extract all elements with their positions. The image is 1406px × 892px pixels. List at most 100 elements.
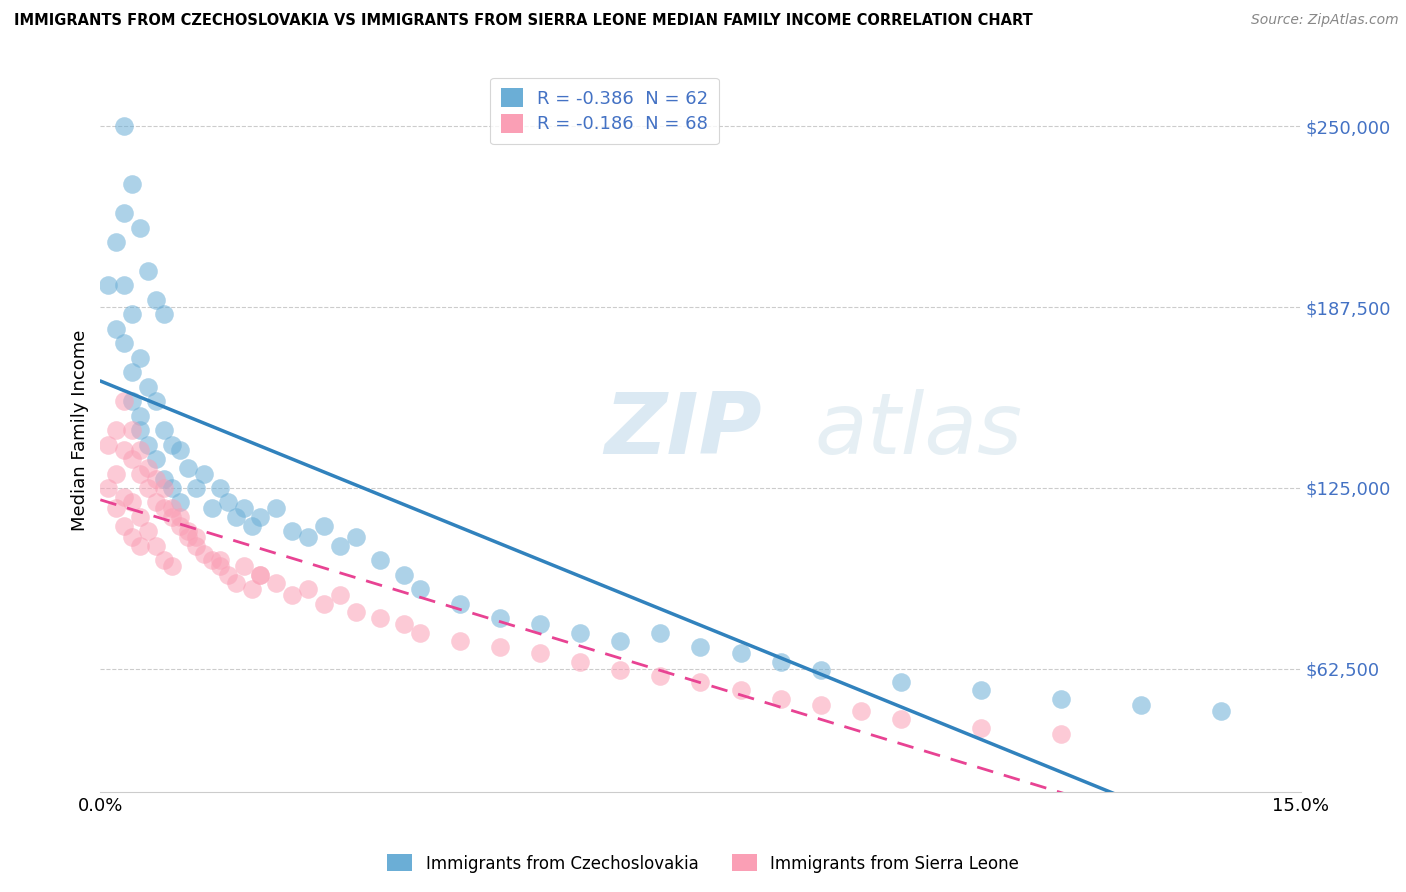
Point — [153, 307, 176, 321]
Point — [145, 394, 167, 409]
Point — [112, 443, 135, 458]
Point — [138, 481, 160, 495]
Point — [169, 509, 191, 524]
Point — [233, 501, 256, 516]
Point — [121, 307, 143, 321]
Point — [889, 674, 911, 689]
Point — [810, 698, 832, 712]
Point — [449, 634, 471, 648]
Point — [209, 553, 232, 567]
Point — [370, 553, 392, 567]
Point — [1129, 698, 1152, 712]
Point — [169, 518, 191, 533]
Point — [1049, 727, 1071, 741]
Point — [689, 674, 711, 689]
Point — [153, 481, 176, 495]
Point — [281, 524, 304, 539]
Text: ZIP: ZIP — [605, 389, 762, 472]
Point — [329, 539, 352, 553]
Point — [225, 509, 247, 524]
Point — [193, 467, 215, 481]
Point — [569, 625, 592, 640]
Point — [344, 605, 367, 619]
Point — [233, 559, 256, 574]
Point — [105, 235, 128, 249]
Point — [162, 509, 184, 524]
Point — [249, 567, 271, 582]
Point — [1209, 704, 1232, 718]
Point — [569, 655, 592, 669]
Point — [145, 472, 167, 486]
Point — [329, 588, 352, 602]
Point — [129, 423, 152, 437]
Point — [169, 495, 191, 509]
Legend: Immigrants from Czechoslovakia, Immigrants from Sierra Leone: Immigrants from Czechoslovakia, Immigran… — [381, 847, 1025, 880]
Point — [112, 490, 135, 504]
Point — [105, 467, 128, 481]
Point — [112, 206, 135, 220]
Point — [121, 495, 143, 509]
Point — [689, 640, 711, 654]
Point — [266, 501, 288, 516]
Point — [449, 597, 471, 611]
Point — [370, 611, 392, 625]
Point — [97, 278, 120, 293]
Point — [138, 524, 160, 539]
Point — [889, 712, 911, 726]
Point — [225, 576, 247, 591]
Point — [810, 663, 832, 677]
Point — [97, 437, 120, 451]
Point — [105, 322, 128, 336]
Point — [314, 518, 336, 533]
Point — [129, 467, 152, 481]
Point — [129, 539, 152, 553]
Point — [769, 692, 792, 706]
Point — [121, 394, 143, 409]
Point — [145, 495, 167, 509]
Point — [409, 582, 432, 597]
Text: Source: ZipAtlas.com: Source: ZipAtlas.com — [1251, 13, 1399, 28]
Point — [609, 634, 631, 648]
Point — [186, 530, 208, 544]
Point — [138, 437, 160, 451]
Point — [297, 582, 319, 597]
Point — [314, 597, 336, 611]
Legend: R = -0.386  N = 62, R = -0.186  N = 68: R = -0.386 N = 62, R = -0.186 N = 68 — [491, 78, 718, 145]
Point — [650, 625, 672, 640]
Point — [217, 567, 239, 582]
Point — [121, 530, 143, 544]
Point — [177, 524, 200, 539]
Point — [112, 394, 135, 409]
Text: atlas: atlas — [814, 389, 1022, 472]
Point — [969, 721, 991, 735]
Point — [281, 588, 304, 602]
Point — [344, 530, 367, 544]
Point — [138, 380, 160, 394]
Point — [242, 582, 264, 597]
Point — [97, 481, 120, 495]
Point — [1049, 692, 1071, 706]
Point — [489, 611, 512, 625]
Point — [409, 625, 432, 640]
Point — [201, 501, 224, 516]
Point — [186, 539, 208, 553]
Point — [177, 460, 200, 475]
Point — [138, 264, 160, 278]
Point — [112, 518, 135, 533]
Point — [730, 683, 752, 698]
Point — [105, 423, 128, 437]
Point — [145, 293, 167, 307]
Point — [145, 539, 167, 553]
Point — [609, 663, 631, 677]
Point — [121, 423, 143, 437]
Point — [969, 683, 991, 698]
Point — [162, 481, 184, 495]
Point — [730, 646, 752, 660]
Point — [129, 509, 152, 524]
Point — [217, 495, 239, 509]
Point — [193, 548, 215, 562]
Point — [186, 481, 208, 495]
Y-axis label: Median Family Income: Median Family Income — [72, 329, 89, 531]
Point — [129, 443, 152, 458]
Point — [529, 646, 551, 660]
